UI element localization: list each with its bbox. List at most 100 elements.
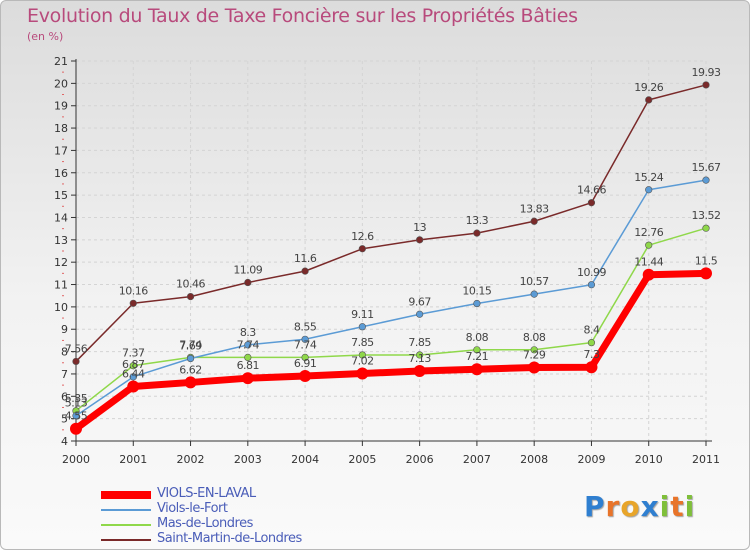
data-point — [645, 241, 653, 249]
data-label: 7.56 — [65, 342, 88, 355]
data-point — [530, 346, 538, 354]
y-tick-label: 19 — [54, 100, 68, 113]
data-label: 13 — [413, 221, 426, 234]
data-point — [356, 367, 369, 380]
y-tick-label: 15 — [54, 189, 68, 202]
data-point — [645, 186, 653, 194]
data-label: 15.24 — [634, 171, 663, 184]
x-tick-label: 2000 — [62, 453, 90, 466]
data-point — [129, 299, 137, 307]
y-tick-label: 12 — [54, 256, 68, 269]
legend-label: Saint-Martin-de-Londres — [157, 531, 302, 546]
data-label: 7.13 — [408, 352, 431, 365]
proxiti-logo: Proxiti — [584, 490, 695, 523]
data-point — [299, 369, 312, 382]
y-tick-label: 5 — [61, 413, 68, 426]
data-point — [72, 357, 80, 366]
data-label: 7.02 — [351, 354, 374, 367]
legend-swatch — [101, 539, 151, 541]
x-tick-label: 2004 — [291, 453, 319, 466]
data-point — [413, 365, 426, 378]
series-line-saint-martin-de-londres — [75, 84, 707, 362]
data-point — [127, 380, 140, 393]
x-tick-label: 2002 — [177, 453, 205, 466]
data-label: 7.74 — [294, 338, 317, 351]
data-label: 10.46 — [176, 278, 205, 291]
data-point — [301, 353, 309, 362]
data-point — [358, 323, 366, 331]
y-tick-label: 20 — [54, 77, 68, 90]
data-point — [244, 353, 252, 362]
y-tick-label: 4 — [61, 435, 68, 448]
data-label: 15.67 — [692, 161, 721, 174]
x-tick-label: 2005 — [348, 453, 376, 466]
data-label: 7.85 — [351, 336, 374, 349]
legend-label: VIOLS-EN-LAVAL — [157, 486, 256, 501]
data-label: 13.83 — [520, 202, 549, 215]
data-label: 14.66 — [577, 184, 606, 197]
x-tick-label: 2009 — [577, 453, 605, 466]
data-point — [416, 310, 424, 318]
data-label: 7.74 — [237, 338, 260, 351]
data-point — [587, 199, 596, 207]
legend-swatch — [101, 491, 151, 499]
y-tick-label: 6 — [61, 390, 68, 403]
data-point — [645, 96, 653, 104]
data-point — [184, 376, 197, 389]
data-label: 19.93 — [692, 66, 721, 79]
y-tick-label: 8 — [61, 346, 68, 359]
series-line-viols-en-laval — [73, 269, 707, 432]
logo-letter: i — [684, 490, 696, 523]
logo-letter: o — [620, 490, 641, 523]
y-tick-label: 17 — [54, 144, 68, 157]
series-line-viols-le-fort — [75, 179, 707, 417]
data-point — [72, 412, 80, 420]
data-label: 10.57 — [520, 275, 549, 288]
data-label: 8.3 — [240, 326, 256, 339]
data-point — [702, 81, 710, 89]
legend-label: Viols-le-Fort — [157, 501, 228, 516]
data-point — [244, 278, 252, 287]
data-point — [585, 361, 598, 374]
data-label: 8.4 — [583, 324, 599, 337]
data-label: 19.26 — [634, 81, 663, 94]
data-point — [416, 236, 424, 244]
data-point — [241, 372, 254, 385]
data-label: 8.08 — [466, 331, 489, 344]
legend-label: Mas-de-Londres — [157, 516, 253, 531]
logo-letter: t — [670, 490, 685, 523]
chart-title: Evolution du Taux de Taxe Foncière sur l… — [27, 5, 578, 27]
data-label: 10.16 — [119, 284, 148, 297]
logo-letter: r — [605, 490, 621, 523]
data-label: 7.69 — [179, 340, 202, 353]
data-point — [186, 293, 195, 301]
data-label: 5.35 — [65, 392, 88, 405]
data-label: 4.55 — [65, 410, 88, 423]
data-point — [530, 290, 538, 298]
logo-letter: x — [640, 490, 660, 523]
data-label: 8.08 — [523, 331, 546, 344]
data-label: 6.81 — [237, 359, 260, 372]
x-tick-label: 2003 — [234, 453, 262, 466]
data-point — [702, 176, 710, 184]
y-tick-label: 21 — [54, 55, 68, 68]
data-point — [70, 422, 82, 435]
data-point — [642, 268, 655, 281]
x-tick-label: 2011 — [692, 453, 720, 466]
y-tick-label: 11 — [54, 279, 68, 292]
legend-swatch — [101, 509, 151, 511]
x-tick-label: 2008 — [520, 453, 548, 466]
series-line-mas-de-londres — [75, 227, 707, 412]
data-point — [473, 299, 481, 308]
data-label: 6.62 — [179, 363, 202, 376]
data-label: 13.3 — [466, 214, 489, 227]
x-tick-label: 2006 — [406, 453, 434, 466]
data-point — [700, 267, 712, 280]
x-tick-label: 2007 — [463, 453, 491, 466]
y-tick-label: 16 — [54, 167, 68, 180]
data-point — [530, 217, 538, 225]
data-label: 7.21 — [466, 350, 489, 363]
data-label: 9.11 — [351, 308, 374, 321]
